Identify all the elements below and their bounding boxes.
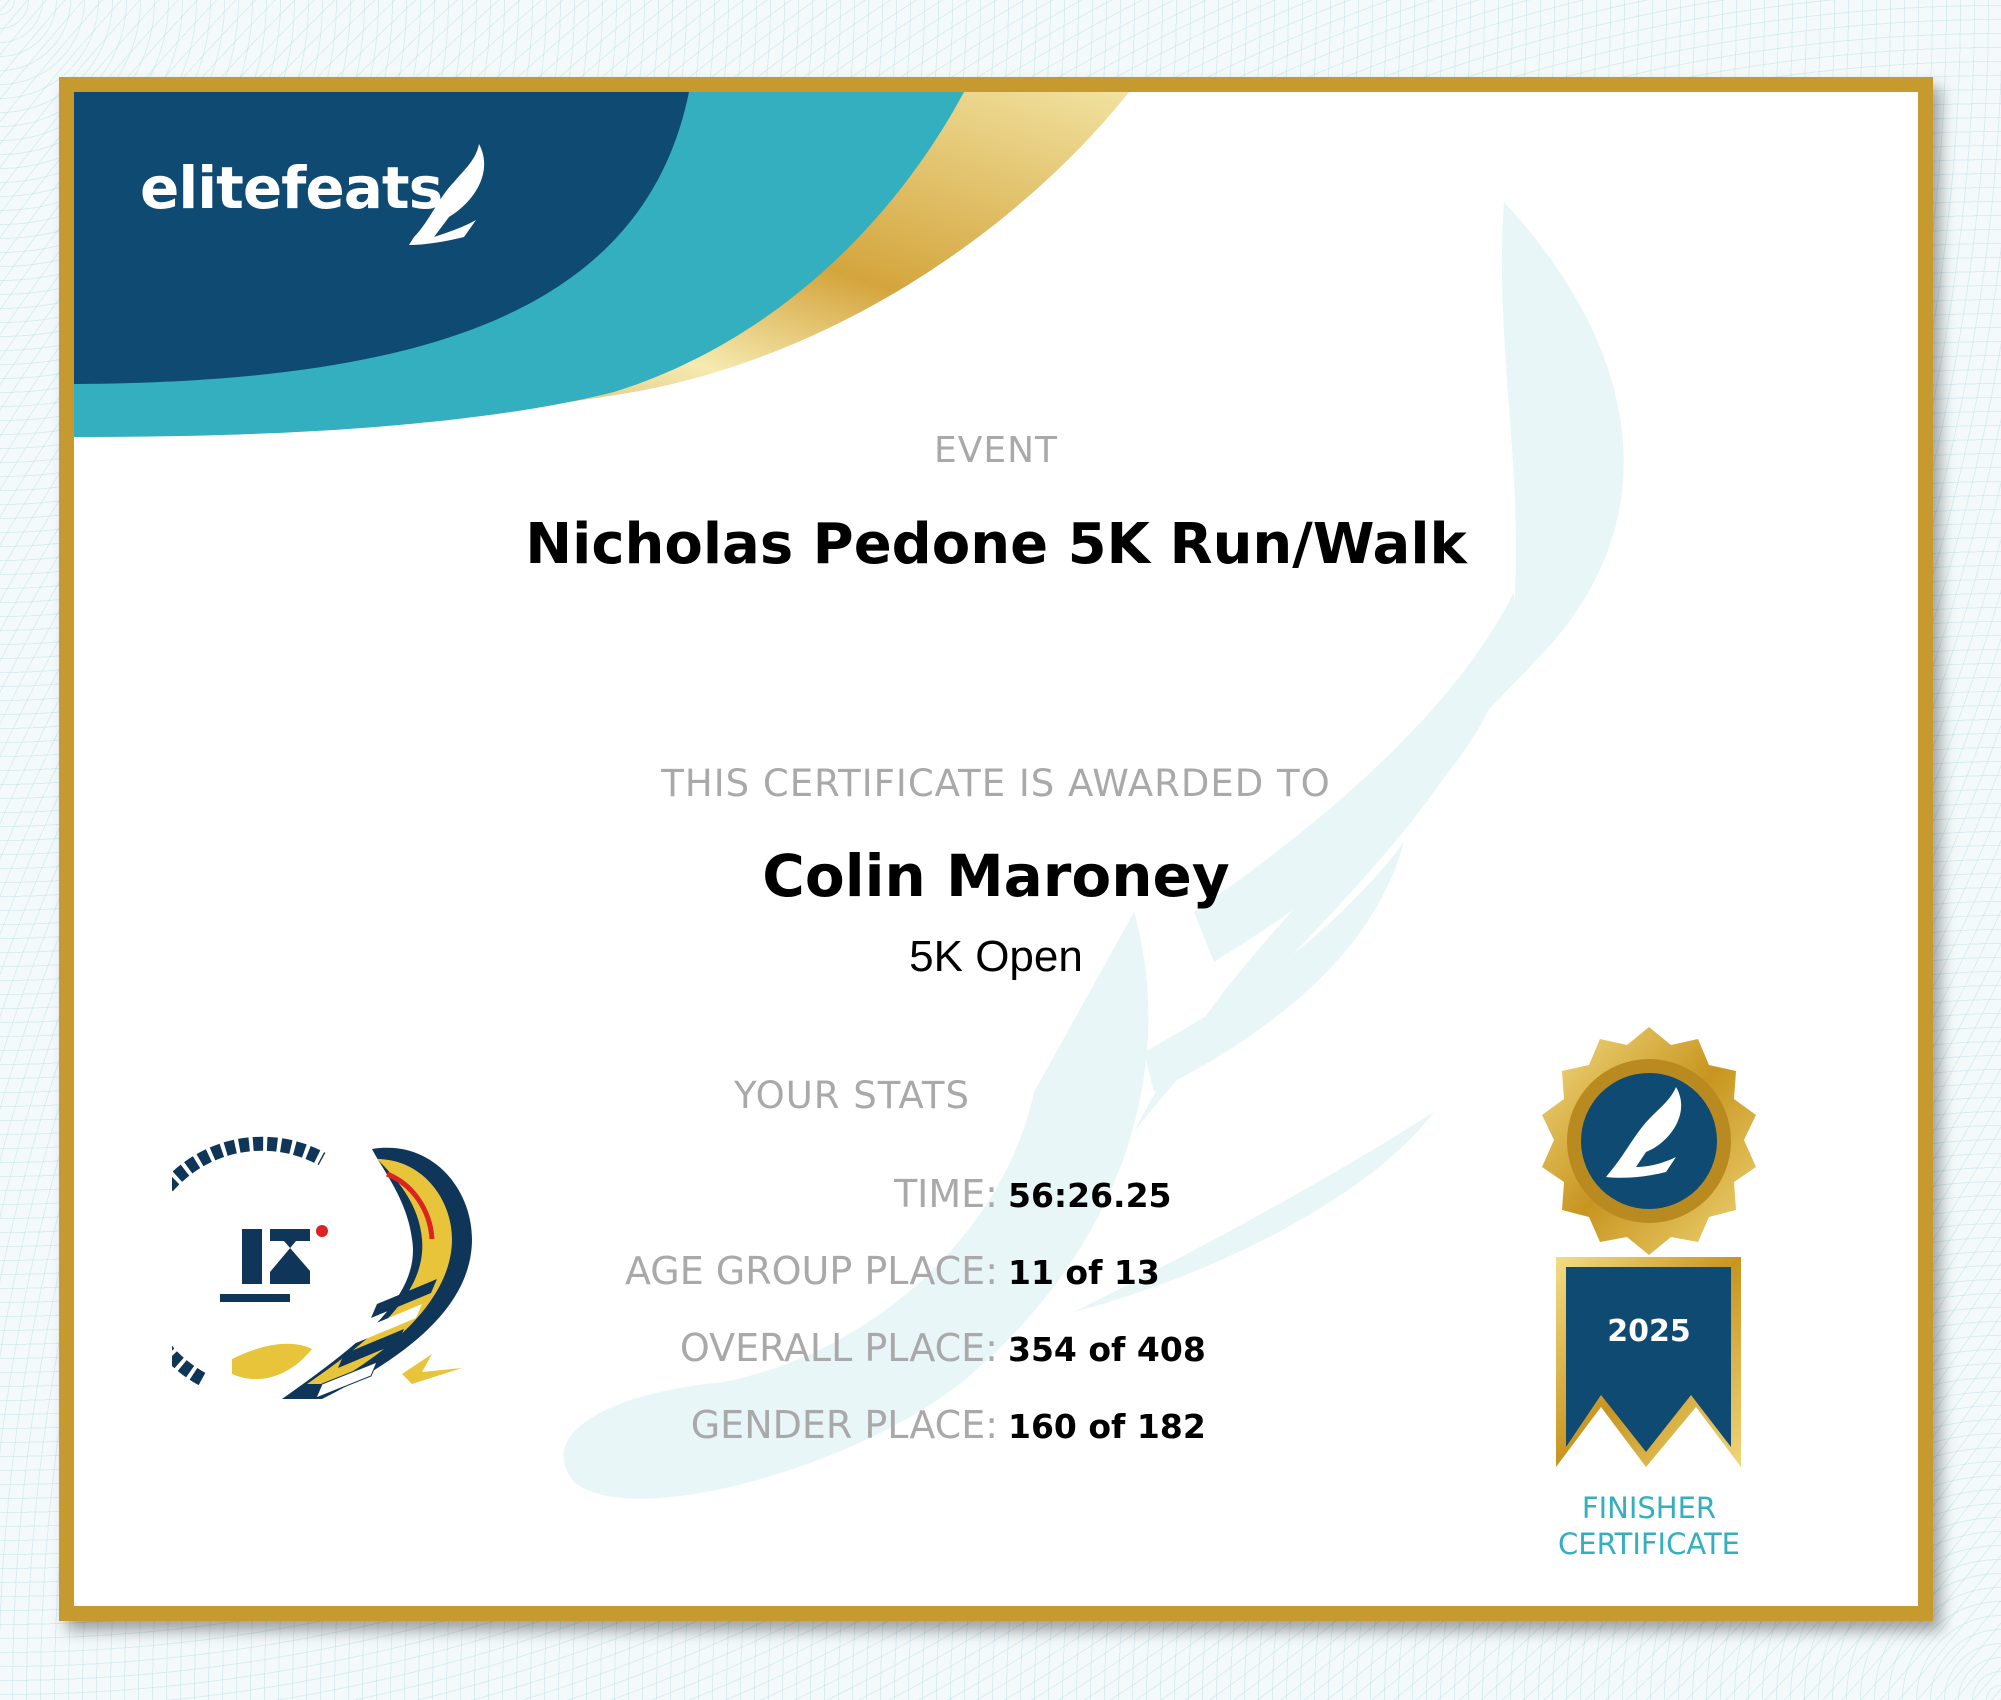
recipient-name: Colin Maroney: [762, 842, 1230, 910]
certificate-sheet: elitefeats EVENT Nicholas Pedone 5K Run/…: [74, 92, 1918, 1606]
stat-value: 56:26.25: [1008, 1176, 1172, 1215]
stat-value: 354 of 408: [1008, 1330, 1206, 1369]
stat-row-overall: OVERALL PLACE: 354 of 408: [74, 1326, 1918, 1386]
stat-label: TIME:: [893, 1172, 998, 1216]
stat-value: 160 of 182: [1008, 1407, 1206, 1446]
stats-heading: YOUR STATS: [734, 1074, 970, 1117]
elitefeats-logo: elitefeats: [140, 154, 443, 222]
stat-label: OVERALL PLACE:: [679, 1326, 998, 1370]
header-swoosh: [74, 92, 1129, 437]
finisher-caption: FINISHER CERTIFICATE: [1504, 1490, 1794, 1562]
medal-year: 2025: [1607, 1314, 1691, 1349]
stat-row-age-group: AGE GROUP PLACE: 11 of 13: [74, 1249, 1918, 1309]
winged-foot-logo-icon: [409, 144, 485, 245]
award-label: THIS CERTIFICATE IS AWARDED TO: [661, 762, 1331, 805]
stat-row-time: TIME: 56:26.25: [74, 1172, 1918, 1232]
caption-line2: CERTIFICATE: [1558, 1527, 1740, 1561]
finisher-medal: 2025: [1542, 1027, 1756, 1467]
event-logo: [172, 1136, 472, 1399]
caption-line1: FINISHER: [1581, 1491, 1717, 1525]
certificate-gold-frame: elitefeats EVENT Nicholas Pedone 5K Run/…: [59, 77, 1933, 1621]
stat-label: AGE GROUP PLACE:: [624, 1249, 998, 1293]
winged-foot-watermark-icon: [563, 202, 1624, 1499]
stat-row-gender: GENDER PLACE: 160 of 182: [74, 1403, 1918, 1463]
event-label: EVENT: [933, 430, 1059, 471]
event-name: Nicholas Pedone 5K Run/Walk: [525, 512, 1467, 577]
stat-label: GENDER PLACE:: [690, 1403, 998, 1447]
stat-value: 11 of 13: [1008, 1253, 1160, 1292]
division-name: 5K Open: [909, 932, 1083, 981]
